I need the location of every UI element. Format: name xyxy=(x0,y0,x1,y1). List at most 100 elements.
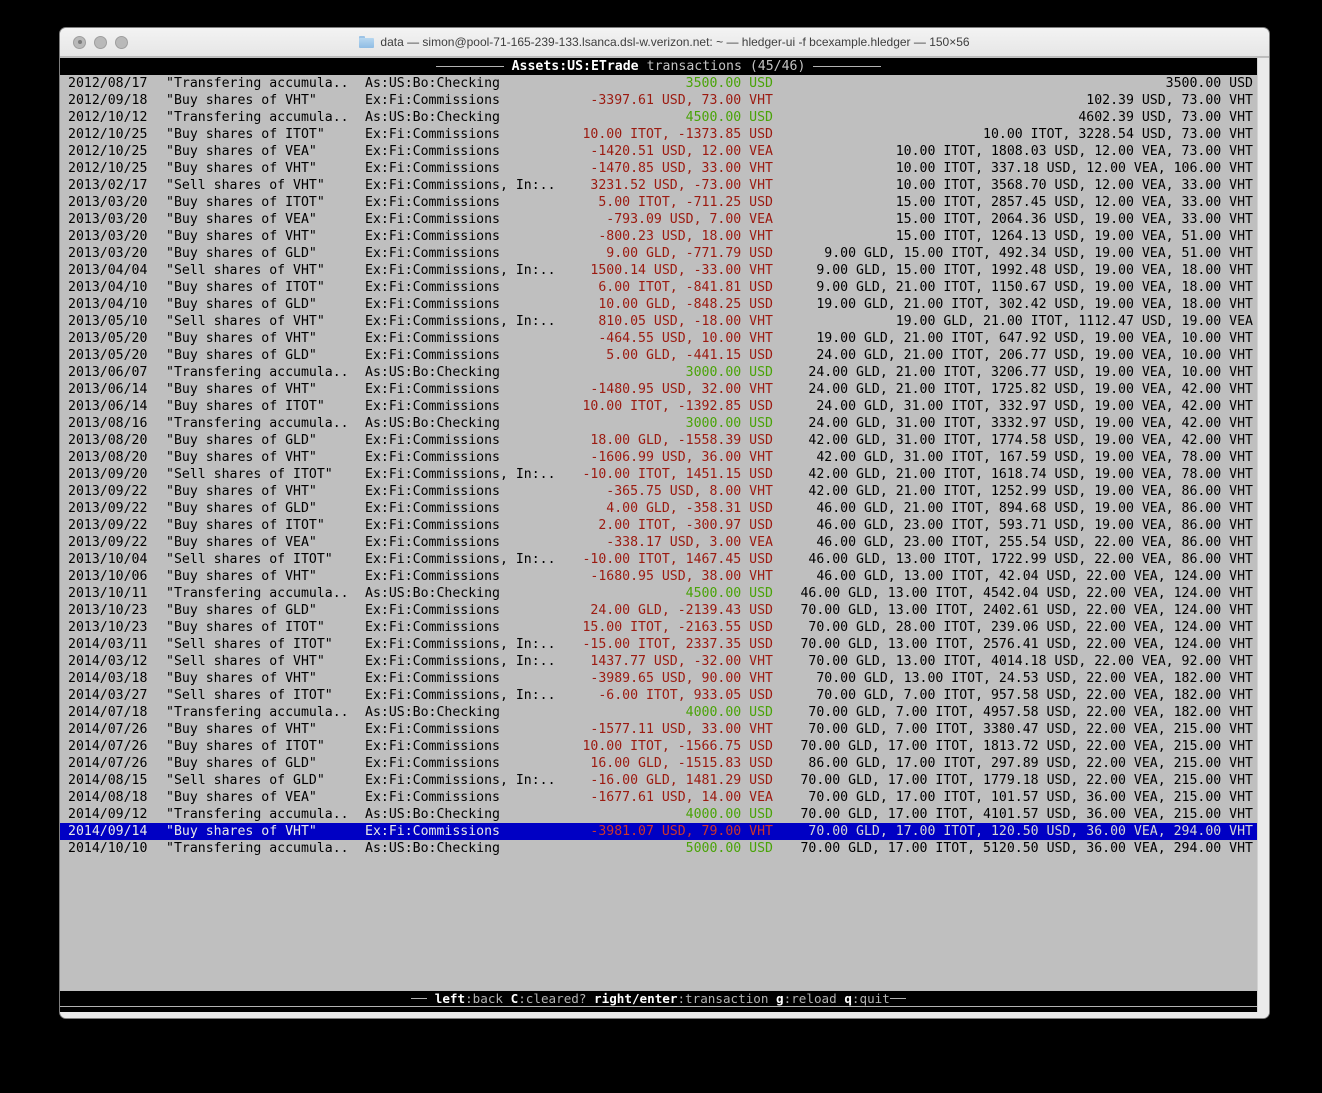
transaction-accounts: Ex:Fi:Commissions xyxy=(365,569,500,584)
transaction-date: 2014/03/11 xyxy=(68,637,148,652)
hledger-header-bar: Assets:US:ETrade transactions (45/46) xyxy=(60,58,1257,75)
transaction-row[interactable]: 2013/09/22 "Buy shares of VHT" Ex:Fi:Com… xyxy=(60,483,1257,500)
terminal-screen: Assets:US:ETrade transactions (45/46) 20… xyxy=(60,58,1257,1012)
transaction-date: 2013/10/23 xyxy=(68,603,148,618)
transaction-accounts: Ex:Fi:Commissions xyxy=(365,603,500,618)
transaction-change-amount: -365.75 USD, 8.00 VHT xyxy=(606,484,773,499)
transaction-row[interactable]: 2013/10/06 "Buy shares of VHT" Ex:Fi:Com… xyxy=(60,568,1257,585)
transaction-row[interactable]: 2014/03/11 "Sell shares of ITOT" Ex:Fi:C… xyxy=(60,636,1257,653)
hint-key: C xyxy=(510,991,519,1006)
transaction-row[interactable]: 2013/08/16 "Transfering accumula.. As:US… xyxy=(60,415,1257,432)
transaction-description: "Buy shares of VHT" xyxy=(166,569,317,584)
transaction-row[interactable]: 2013/02/17 "Sell shares of VHT" Ex:Fi:Co… xyxy=(60,177,1257,194)
transaction-date: 2013/10/06 xyxy=(68,569,148,584)
transaction-description: "Transfering accumula.. xyxy=(166,841,349,856)
transaction-row[interactable]: 2014/08/15 "Sell shares of GLD" Ex:Fi:Co… xyxy=(60,772,1257,789)
transaction-description: "Transfering accumula.. xyxy=(166,365,349,380)
transaction-change-amount: 5.00 ITOT, -711.25 USD xyxy=(598,195,773,210)
transaction-row[interactable]: 2013/09/22 "Buy shares of ITOT" Ex:Fi:Co… xyxy=(60,517,1257,534)
transaction-description: "Buy shares of VHT" xyxy=(166,722,317,737)
transaction-row[interactable]: 2013/10/11 "Transfering accumula.. As:US… xyxy=(60,585,1257,602)
transaction-description: "Buy shares of GLD" xyxy=(166,348,317,363)
transaction-change-amount: 5000.00 USD xyxy=(685,841,773,856)
transaction-row[interactable]: 2013/03/20 "Buy shares of ITOT" Ex:Fi:Co… xyxy=(60,194,1257,211)
transaction-row[interactable]: 2012/10/25 "Buy shares of ITOT" Ex:Fi:Co… xyxy=(60,126,1257,143)
transaction-row[interactable]: 2013/04/04 "Sell shares of VHT" Ex:Fi:Co… xyxy=(60,262,1257,279)
transaction-row[interactable]: 2013/10/23 "Buy shares of ITOT" Ex:Fi:Co… xyxy=(60,619,1257,636)
transaction-row[interactable]: 2013/06/14 "Buy shares of VHT" Ex:Fi:Com… xyxy=(60,381,1257,398)
transaction-row[interactable]: 2013/05/20 "Buy shares of VHT" Ex:Fi:Com… xyxy=(60,330,1257,347)
transaction-running-balance: 4602.39 USD, 73.00 VHT xyxy=(1078,110,1253,125)
transaction-row[interactable]: 2014/08/18 "Buy shares of VEA" Ex:Fi:Com… xyxy=(60,789,1257,806)
transaction-date: 2013/10/04 xyxy=(68,552,148,567)
transaction-row[interactable]: 2013/06/14 "Buy shares of ITOT" Ex:Fi:Co… xyxy=(60,398,1257,415)
transaction-date: 2013/02/17 xyxy=(68,178,148,193)
transaction-description: "Buy shares of ITOT" xyxy=(166,127,325,142)
transaction-row[interactable]: 2013/03/20 "Buy shares of VHT" Ex:Fi:Com… xyxy=(60,228,1257,245)
transaction-row[interactable]: 2014/07/26 "Buy shares of ITOT" Ex:Fi:Co… xyxy=(60,738,1257,755)
hint-description: :transaction xyxy=(677,991,769,1006)
transaction-change-amount: -464.55 USD, 10.00 VHT xyxy=(598,331,773,346)
transaction-change-amount: 10.00 ITOT, -1566.75 USD xyxy=(582,739,773,754)
transaction-row[interactable]: 2013/03/20 "Buy shares of GLD" Ex:Fi:Com… xyxy=(60,245,1257,262)
transaction-row[interactable]: 2013/10/23 "Buy shares of GLD" Ex:Fi:Com… xyxy=(60,602,1257,619)
transaction-row[interactable]: 2012/09/18 "Buy shares of VHT" Ex:Fi:Com… xyxy=(60,92,1257,109)
current-account-label: Assets:US:ETrade xyxy=(511,59,639,74)
transaction-change-amount: 810.05 USD, -18.00 VHT xyxy=(598,314,773,329)
transaction-running-balance: 10.00 ITOT, 337.18 USD, 12.00 VEA, 106.0… xyxy=(895,161,1253,176)
transaction-row[interactable]: 2014/09/12 "Transfering accumula.. As:US… xyxy=(60,806,1257,823)
close-button-icon[interactable] xyxy=(73,35,86,49)
transaction-row[interactable]: 2014/10/10 "Transfering accumula.. As:US… xyxy=(60,840,1257,857)
transaction-running-balance: 24.00 GLD, 21.00 ITOT, 206.77 USD, 19.00… xyxy=(816,348,1253,363)
transaction-row[interactable]: 2014/03/18 "Buy shares of VHT" Ex:Fi:Com… xyxy=(60,670,1257,687)
transaction-row[interactable]: 2014/07/18 "Transfering accumula.. As:US… xyxy=(60,704,1257,721)
transaction-row[interactable]: 2014/07/26 "Buy shares of GLD" Ex:Fi:Com… xyxy=(60,755,1257,772)
transaction-accounts: Ex:Fi:Commissions xyxy=(365,739,500,754)
transaction-row[interactable]: 2013/09/22 "Buy shares of VEA" Ex:Fi:Com… xyxy=(60,534,1257,551)
hint-description: :reload xyxy=(783,991,837,1006)
transaction-date: 2014/10/10 xyxy=(68,841,148,856)
transaction-description: "Transfering accumula.. xyxy=(166,586,349,601)
empty-terminal-area xyxy=(60,857,1257,991)
transaction-row[interactable]: 2013/06/07 "Transfering accumula.. As:US… xyxy=(60,364,1257,381)
transaction-change-amount: -6.00 ITOT, 933.05 USD xyxy=(598,688,773,703)
transaction-running-balance: 70.00 GLD, 17.00 ITOT, 4101.57 USD, 36.0… xyxy=(800,807,1253,822)
transaction-row[interactable]: 2013/09/22 "Buy shares of GLD" Ex:Fi:Com… xyxy=(60,500,1257,517)
transaction-row[interactable]: 2013/04/10 "Buy shares of ITOT" Ex:Fi:Co… xyxy=(60,279,1257,296)
transaction-description: "Buy shares of VEA" xyxy=(166,790,317,805)
transaction-running-balance: 46.00 GLD, 13.00 ITOT, 1722.99 USD, 22.0… xyxy=(808,552,1253,567)
transaction-row[interactable]: 2012/08/17 "Transfering accumula.. As:US… xyxy=(60,75,1257,92)
transaction-change-amount: 5.00 GLD, -441.15 USD xyxy=(606,348,773,363)
terminal-scrollbar[interactable] xyxy=(1257,58,1269,1018)
transaction-row[interactable]: 2014/03/27 "Sell shares of ITOT" Ex:Fi:C… xyxy=(60,687,1257,704)
transaction-row[interactable]: 2012/10/25 "Buy shares of VHT" Ex:Fi:Com… xyxy=(60,160,1257,177)
transaction-date: 2013/03/20 xyxy=(68,212,148,227)
transaction-row[interactable]: 2014/09/14 "Buy shares of VHT" Ex:Fi:Com… xyxy=(60,823,1257,840)
zoom-button-icon[interactable] xyxy=(115,35,128,49)
transaction-row[interactable]: 2014/07/26 "Buy shares of VHT" Ex:Fi:Com… xyxy=(60,721,1257,738)
transaction-description: "Buy shares of GLD" xyxy=(166,433,317,448)
transaction-accounts: Ex:Fi:Commissions xyxy=(365,212,500,227)
minimize-button-icon[interactable] xyxy=(94,35,107,49)
transaction-row[interactable]: 2012/10/12 "Transfering accumula.. As:US… xyxy=(60,109,1257,126)
transaction-description: "Buy shares of VHT" xyxy=(166,671,317,686)
transaction-description: "Buy shares of ITOT" xyxy=(166,620,325,635)
transaction-row[interactable]: 2013/05/10 "Sell shares of VHT" Ex:Fi:Co… xyxy=(60,313,1257,330)
transaction-change-amount: 3000.00 USD xyxy=(685,365,773,380)
transaction-change-amount: 3231.52 USD, -73.00 VHT xyxy=(590,178,773,193)
transaction-row[interactable]: 2013/09/20 "Sell shares of ITOT" Ex:Fi:C… xyxy=(60,466,1257,483)
transaction-row[interactable]: 2013/05/20 "Buy shares of GLD" Ex:Fi:Com… xyxy=(60,347,1257,364)
transaction-change-amount: 16.00 GLD, -1515.83 USD xyxy=(590,756,773,771)
transaction-row[interactable]: 2013/08/20 "Buy shares of VHT" Ex:Fi:Com… xyxy=(60,449,1257,466)
transaction-description: "Buy shares of GLD" xyxy=(166,297,317,312)
transaction-description: "Buy shares of VEA" xyxy=(166,144,317,159)
transaction-running-balance: 15.00 ITOT, 1264.13 USD, 19.00 VEA, 51.0… xyxy=(895,229,1253,244)
transaction-row[interactable]: 2013/10/04 "Sell shares of ITOT" Ex:Fi:C… xyxy=(60,551,1257,568)
transaction-row[interactable]: 2013/04/10 "Buy shares of GLD" Ex:Fi:Com… xyxy=(60,296,1257,313)
transaction-row[interactable]: 2013/03/20 "Buy shares of VEA" Ex:Fi:Com… xyxy=(60,211,1257,228)
transaction-row[interactable]: 2012/10/25 "Buy shares of VEA" Ex:Fi:Com… xyxy=(60,143,1257,160)
transaction-running-balance: 70.00 GLD, 17.00 ITOT, 1779.18 USD, 22.0… xyxy=(800,773,1253,788)
transaction-row[interactable]: 2013/08/20 "Buy shares of GLD" Ex:Fi:Com… xyxy=(60,432,1257,449)
transaction-row[interactable]: 2014/03/12 "Sell shares of VHT" Ex:Fi:Co… xyxy=(60,653,1257,670)
transaction-accounts: Ex:Fi:Commissions xyxy=(365,144,500,159)
